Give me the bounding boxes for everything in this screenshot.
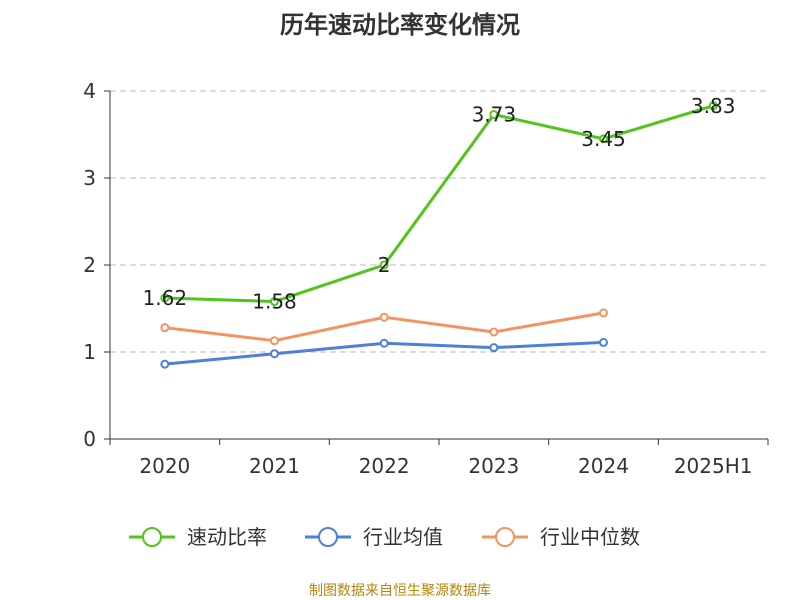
data-point <box>270 349 279 359</box>
x-tick-label: 2022 <box>359 454 410 478</box>
data-point <box>160 359 170 369</box>
data-point <box>379 312 389 322</box>
x-tick-label: 2025H1 <box>674 454 753 478</box>
data-point <box>599 134 608 144</box>
legend-item-2[interactable]: 行业中位数 <box>482 525 640 549</box>
data-point <box>379 338 389 348</box>
x-tick-label: 2024 <box>578 454 629 478</box>
data-labels: 1.62 1.58 2 3.73 3.45 3.83 <box>143 94 736 314</box>
data-label: 3.73 <box>472 102 517 126</box>
source-note: 制图数据来自恒生聚源数据库 <box>309 583 491 599</box>
y-tick-label: 4 <box>83 79 96 103</box>
data-label: 3.45 <box>581 127 626 151</box>
legend-label: 行业均值 <box>363 525 443 549</box>
data-label: 1.58 <box>252 290 297 314</box>
legend-swatch-marker <box>142 527 162 547</box>
data-label: 1.62 <box>143 286 188 310</box>
grid <box>110 90 768 353</box>
legend[interactable]: 速动比率 行业均值 行业中位数 <box>129 525 640 549</box>
data-label: 3.83 <box>691 94 736 118</box>
series-line-0 <box>164 104 714 304</box>
x-tick-label: 2021 <box>249 454 300 478</box>
data-point <box>489 343 499 353</box>
legend-swatch-marker <box>318 527 338 547</box>
y-tick-label: 0 <box>83 427 96 451</box>
data-point <box>599 337 608 347</box>
x-tick-label: 2020 <box>139 454 190 478</box>
y-tick-label: 3 <box>83 166 96 190</box>
y-tick-label: 2 <box>83 253 96 277</box>
legend-item-1[interactable]: 行业均值 <box>305 525 443 549</box>
series-lines <box>160 101 718 369</box>
data-point <box>599 308 608 318</box>
legend-swatch-marker <box>495 527 515 547</box>
data-point <box>160 293 170 303</box>
chart-title: 历年速动比率变化情况 <box>280 11 520 39</box>
data-point <box>489 327 499 337</box>
legend-label: 速动比率 <box>187 525 267 549</box>
data-point <box>160 323 170 333</box>
y-tick-label: 1 <box>83 340 96 364</box>
legend-item-0[interactable]: 速动比率 <box>129 525 267 549</box>
legend-label: 行业中位数 <box>540 525 640 549</box>
data-point <box>270 336 279 346</box>
data-point <box>708 101 718 111</box>
x-tick-label: 2023 <box>468 454 519 478</box>
data-label: 2 <box>378 253 391 277</box>
data-point <box>270 297 279 307</box>
data-point <box>489 109 499 119</box>
data-point <box>379 260 389 270</box>
axes: 0 1 2 3 4 2020 2021 2022 2023 2024 2025H1 <box>83 79 769 478</box>
